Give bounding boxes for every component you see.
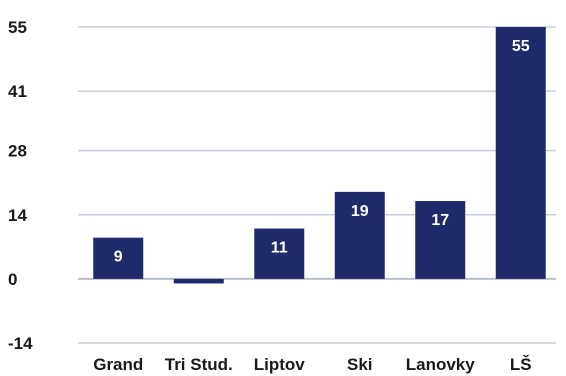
x-tick-label-0: Grand [93,355,143,374]
y-tick-label-2: 14 [8,206,27,225]
x-tick-label-4: Lanovky [406,355,476,374]
x-axis-categories: Grand Tri Stud. Liptov Ski Lanovky LŠ [93,355,531,374]
bar-3 [334,191,385,279]
data-label-2: 11 [271,240,288,257]
gridlines [78,26,556,344]
bar-0 [93,237,144,279]
x-tick-label-1: Tri Stud. [165,355,233,374]
bar-4 [415,201,466,279]
x-tick-label-2: Liptov [254,355,306,374]
data-label-3: 19 [351,203,369,220]
bar-2 [254,228,305,279]
y-tick-label-4: 41 [8,82,27,101]
x-tick-label-5: LŠ [510,355,532,374]
y-tick-label-5: 55 [8,18,27,37]
data-labels: 9 11 19 17 55 [114,38,530,266]
y-tick-label-1: 0 [8,270,17,289]
data-label-5: 55 [512,38,530,55]
bar-1 [173,278,224,284]
bars [93,27,546,284]
x-tick-label-3: Ski [347,355,373,374]
y-axis-ticks: -14 0 14 28 41 55 [8,18,33,353]
y-tick-label-0: -14 [8,334,33,353]
data-label-4: 17 [431,212,449,229]
data-label-0: 9 [114,249,123,266]
bar-5 [495,27,546,279]
y-tick-label-3: 28 [8,142,27,161]
